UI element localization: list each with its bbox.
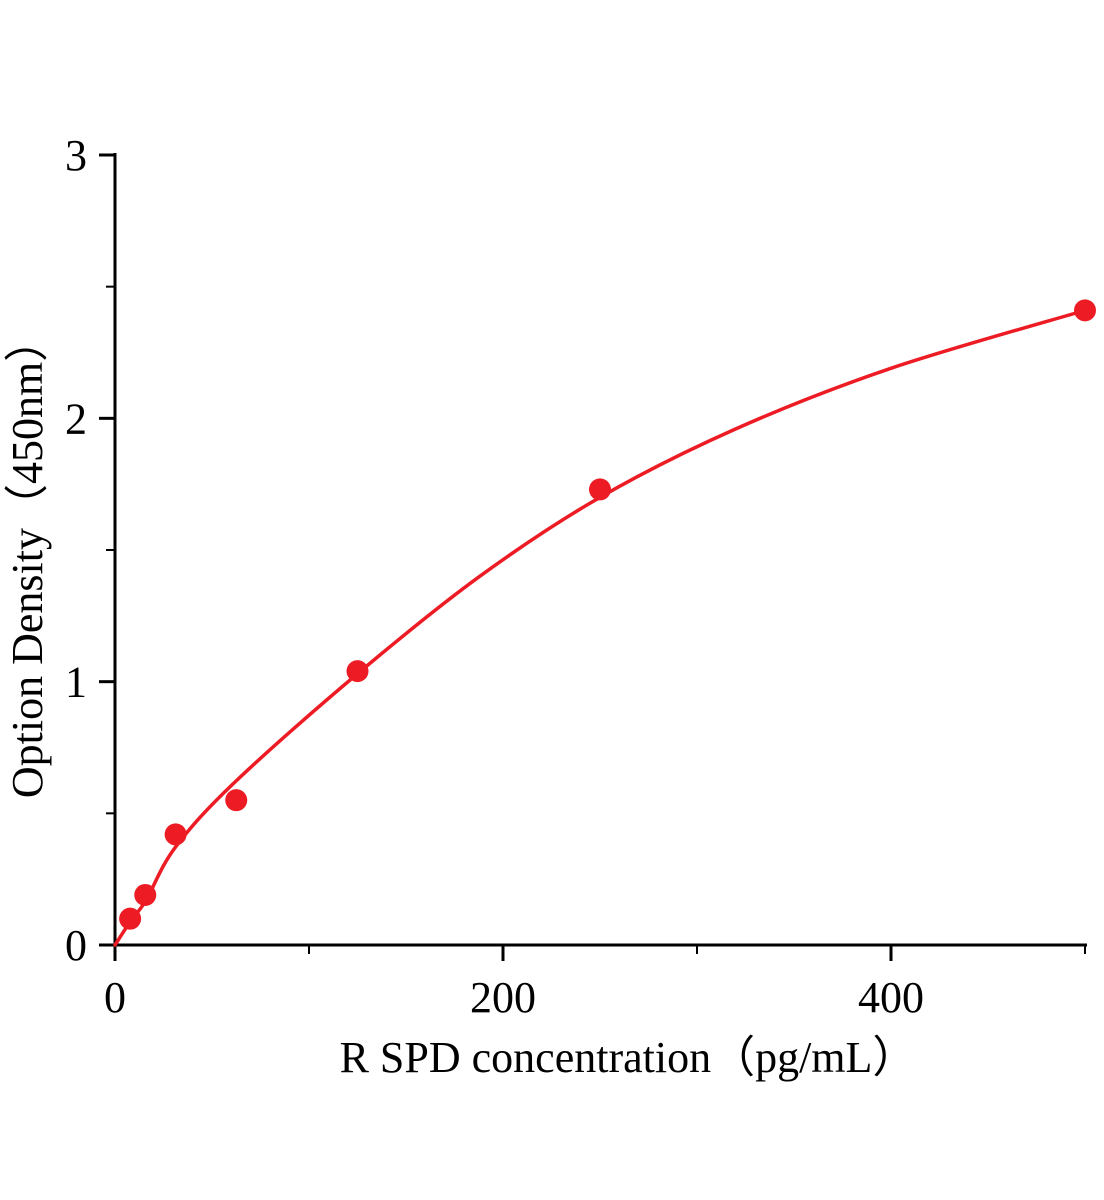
data-point — [119, 907, 142, 930]
axis-lines — [113, 153, 1087, 947]
tick-labels: 0 200 400 0 1 2 3 — [65, 131, 924, 1022]
x-axis-label: R SPD concentration（pg/mL） — [340, 1033, 917, 1082]
data-point — [1074, 299, 1096, 322]
tick-marks — [99, 153, 1086, 961]
x-tick-label: 200 — [470, 973, 536, 1022]
y-tick-label: 2 — [65, 394, 87, 443]
data-point — [134, 883, 157, 906]
data-point — [225, 789, 248, 812]
fitted-curve — [113, 308, 1087, 947]
y-tick-label: 1 — [65, 658, 87, 707]
y-tick-label: 0 — [65, 921, 87, 970]
data-point — [346, 660, 369, 683]
y-tick-label: 3 — [65, 131, 87, 180]
x-tick-label: 400 — [858, 973, 924, 1022]
data-point — [589, 478, 611, 501]
axes — [113, 153, 1087, 947]
data-points — [119, 299, 1096, 930]
data-point — [164, 823, 187, 846]
x-tick-label: 0 — [104, 973, 126, 1022]
y-axis-label: Option Density（450nm） — [3, 318, 52, 798]
